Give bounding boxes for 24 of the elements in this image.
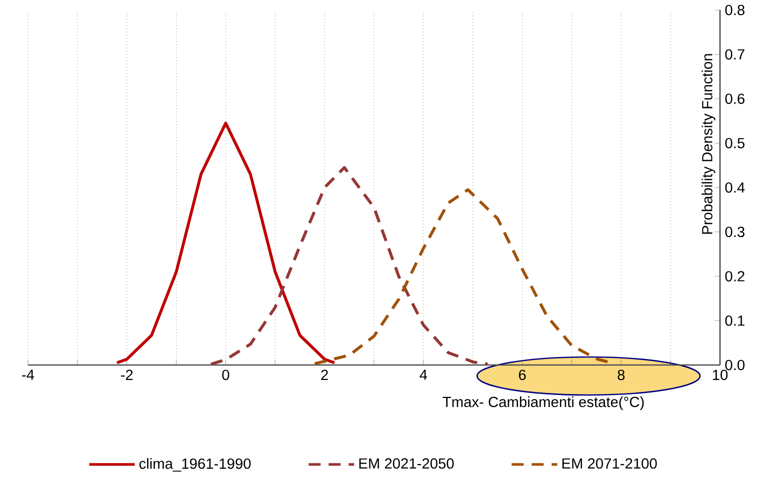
y-axis-title: Probability Density Function [702,54,716,234]
x-axis-title: Tmax- Cambiamenti estate(°C) [442,396,644,410]
x-tick-label: 10 [712,370,728,380]
x-tick-label: 4 [420,370,428,380]
x-tick-label: -2 [120,370,133,380]
y-tick-label: 0.8 [725,4,744,16]
x-tick-label: 0 [222,370,230,380]
line-series [116,122,336,364]
legend-label: EM 2071-2100 [562,458,657,469]
y-tick-label: 0.6 [725,94,744,104]
x-tick-label: 2 [321,370,328,380]
y-tick-label: 0.1 [725,315,744,326]
y-tick-label: 0.2 [725,271,744,282]
y-tick-label: 0.7 [725,49,744,60]
y-tick-label: 0.4 [725,182,745,193]
y-tick-label: 0.3 [725,226,744,238]
line-series [209,166,490,366]
x-tick-label: -4 [22,370,34,380]
y-tick-label: 0.0 [725,360,745,370]
x-tick-label: 6 [518,370,526,380]
y-tick-label: 0.5 [725,138,744,148]
legend-label: EM 2021-2050 [359,458,454,469]
legend-label: clima_1961-1990 [139,458,251,472]
x-tick-label: 8 [618,370,625,380]
